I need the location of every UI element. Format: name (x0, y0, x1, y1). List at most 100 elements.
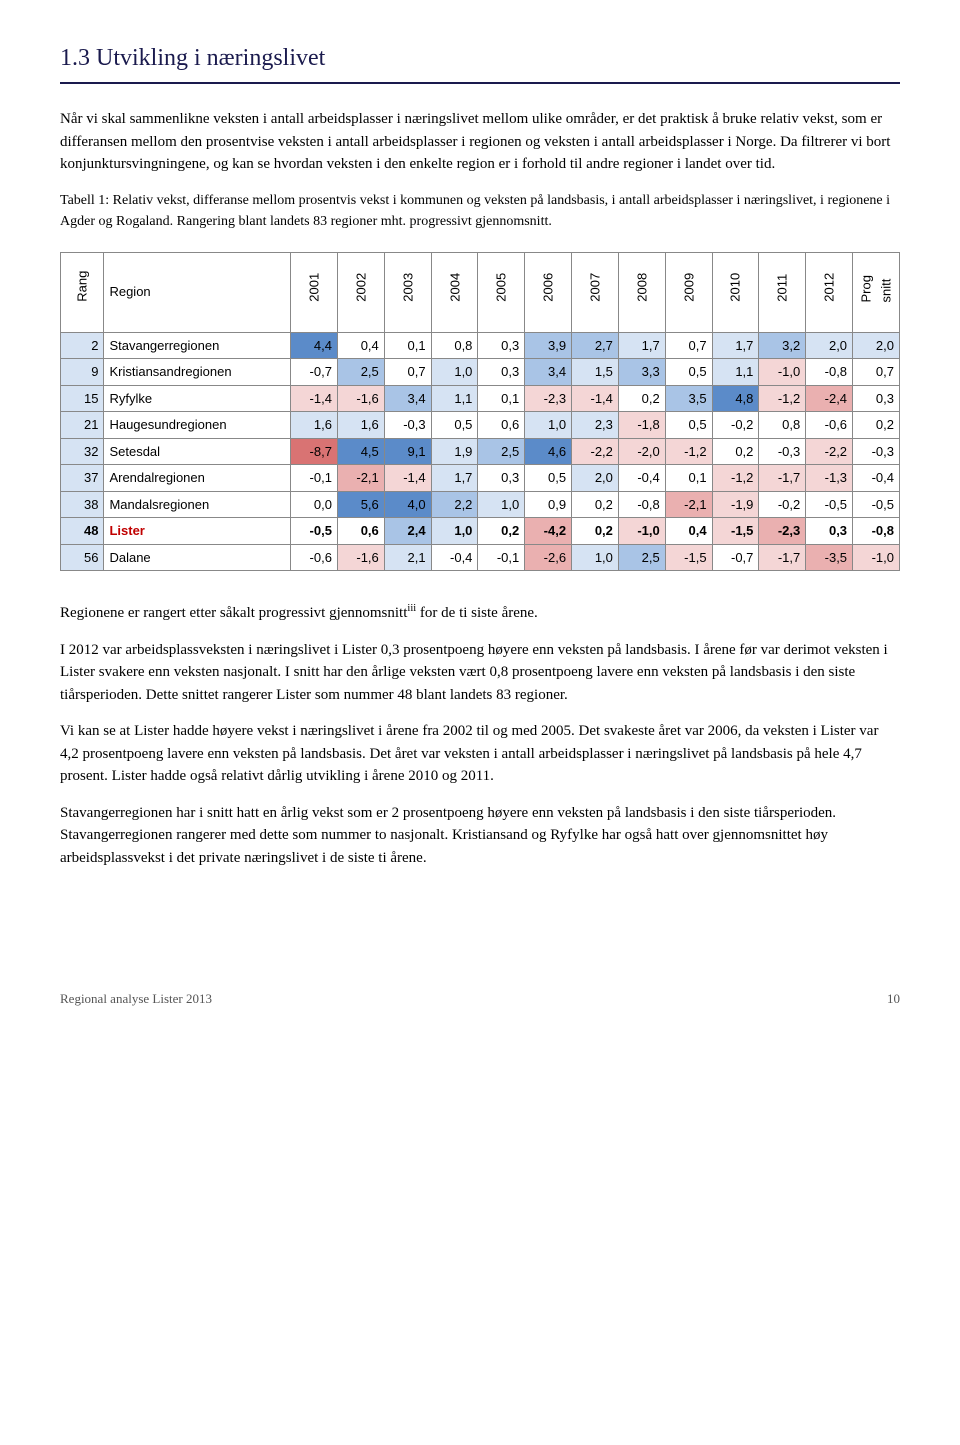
cell-value: -1,5 (665, 544, 712, 571)
col-2010: 2010 (712, 252, 759, 332)
cell-value: -0,7 (291, 359, 338, 386)
table-row: 56Dalane-0,6-1,62,1-0,4-0,1-2,61,02,5-1,… (61, 544, 900, 571)
cell-prog: -0,5 (853, 491, 900, 518)
cell-value: 0,2 (572, 491, 619, 518)
cell-value: 4,8 (712, 385, 759, 412)
footer-title: Regional analyse Lister 2013 (60, 989, 212, 1009)
cell-rank: 15 (61, 385, 104, 412)
cell-value: -1,2 (712, 465, 759, 492)
cell-value: -0,5 (806, 491, 853, 518)
cell-value: -2,6 (525, 544, 572, 571)
cell-value: 1,6 (337, 412, 384, 439)
cell-value: 0,3 (478, 465, 525, 492)
cell-value: -2,0 (618, 438, 665, 465)
cell-value: -1,0 (618, 518, 665, 545)
cell-value: -2,2 (572, 438, 619, 465)
cell-value: 0,1 (665, 465, 712, 492)
table-row: 2Stavangerregionen4,40,40,10,80,33,92,71… (61, 332, 900, 359)
cell-value: 1,1 (431, 385, 478, 412)
col-2003: 2003 (384, 252, 431, 332)
cell-region: Setesdal (104, 438, 291, 465)
cell-value: 2,5 (478, 438, 525, 465)
cell-rank: 38 (61, 491, 104, 518)
cell-value: 2,3 (572, 412, 619, 439)
cell-value: -1,4 (291, 385, 338, 412)
cell-value: -2,2 (806, 438, 853, 465)
cell-value: -1,6 (337, 385, 384, 412)
cell-value: 0,4 (337, 332, 384, 359)
cell-prog: 0,7 (853, 359, 900, 386)
cell-value: 5,6 (337, 491, 384, 518)
cell-value: 3,9 (525, 332, 572, 359)
cell-value: 0,3 (806, 518, 853, 545)
cell-rank: 9 (61, 359, 104, 386)
col-2012: 2012 (806, 252, 853, 332)
cell-rank: 37 (61, 465, 104, 492)
cell-region: Stavangerregionen (104, 332, 291, 359)
cell-rank: 56 (61, 544, 104, 571)
table-row: 9Kristiansandregionen-0,72,50,71,00,33,4… (61, 359, 900, 386)
cell-value: -1,2 (759, 385, 806, 412)
cell-value: 3,2 (759, 332, 806, 359)
cell-value: 0,8 (759, 412, 806, 439)
cell-value: -0,6 (291, 544, 338, 571)
cell-value: -1,4 (572, 385, 619, 412)
cell-value: 2,1 (384, 544, 431, 571)
cell-value: 0,5 (525, 465, 572, 492)
col-rank: Rang (61, 252, 104, 332)
cell-value: -2,1 (337, 465, 384, 492)
cell-region: Ryfylke (104, 385, 291, 412)
cell-value: -1,0 (759, 359, 806, 386)
cell-value: 1,0 (431, 359, 478, 386)
cell-value: -1,6 (337, 544, 384, 571)
col-2004: 2004 (431, 252, 478, 332)
cell-rank: 32 (61, 438, 104, 465)
cell-region: Arendalregionen (104, 465, 291, 492)
cell-value: 1,9 (431, 438, 478, 465)
cell-region: Dalane (104, 544, 291, 571)
cell-value: -2,1 (665, 491, 712, 518)
cell-value: 9,1 (384, 438, 431, 465)
cell-value: 0,5 (431, 412, 478, 439)
cell-value: 0,2 (712, 438, 759, 465)
col-region: Region (104, 252, 291, 332)
col-2005: 2005 (478, 252, 525, 332)
cell-prog: -0,8 (853, 518, 900, 545)
cell-value: 1,0 (572, 544, 619, 571)
cell-value: 0,4 (665, 518, 712, 545)
col-2009: 2009 (665, 252, 712, 332)
cell-value: 3,3 (618, 359, 665, 386)
cell-prog: -0,3 (853, 438, 900, 465)
page-number: 10 (887, 989, 900, 1009)
cell-value: 3,4 (525, 359, 572, 386)
cell-value: 1,7 (431, 465, 478, 492)
cell-value: -0,2 (712, 412, 759, 439)
cell-rank: 2 (61, 332, 104, 359)
cell-value: -0,2 (759, 491, 806, 518)
cell-value: 1,0 (525, 412, 572, 439)
col-2002: 2002 (337, 252, 384, 332)
cell-prog: 0,2 (853, 412, 900, 439)
col-2008: 2008 (618, 252, 665, 332)
cell-value: -0,3 (759, 438, 806, 465)
cell-value: -0,1 (478, 544, 525, 571)
cell-value: 3,5 (665, 385, 712, 412)
cell-value: -1,7 (759, 465, 806, 492)
table-caption: Tabell 1: Relativ vekst, differanse mell… (60, 190, 900, 232)
cell-rank: 48 (61, 518, 104, 545)
cell-value: 0,1 (384, 332, 431, 359)
cell-region: Mandalsregionen (104, 491, 291, 518)
paragraph-lister: Vi kan se at Lister hadde høyere vekst i… (60, 720, 900, 788)
cell-value: 1,7 (712, 332, 759, 359)
cell-value: 2,0 (806, 332, 853, 359)
ranking-note: Regionene er rangert etter såkalt progre… (60, 601, 900, 625)
col-2006: 2006 (525, 252, 572, 332)
table-row: 38Mandalsregionen0,05,64,02,21,00,90,2-0… (61, 491, 900, 518)
cell-prog: -0,4 (853, 465, 900, 492)
cell-value: -2,3 (525, 385, 572, 412)
cell-value: -0,7 (712, 544, 759, 571)
cell-value: 1,7 (618, 332, 665, 359)
cell-value: -0,4 (618, 465, 665, 492)
cell-value: -1,4 (384, 465, 431, 492)
cell-prog: -1,0 (853, 544, 900, 571)
